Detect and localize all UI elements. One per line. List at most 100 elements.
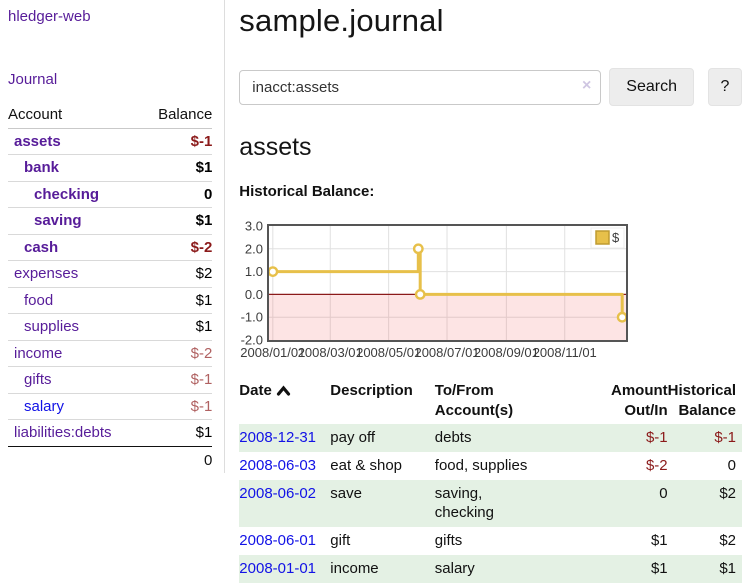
accounts-total-spacer [8, 446, 142, 473]
account-link[interactable]: cash [8, 234, 143, 261]
clear-search-icon[interactable]: × [581, 76, 592, 94]
app-brand-link[interactable]: hledger-web [8, 8, 91, 25]
account-title: assets [239, 133, 312, 161]
account-link[interactable]: assets [8, 128, 143, 155]
search-bar: × Search ? [239, 68, 742, 106]
account-balance: $-2 [142, 340, 213, 367]
transaction-balance: $2 [719, 484, 736, 502]
svg-text:2008/09/01: 2008/09/01 [474, 345, 539, 360]
register-row: 2008-06-01 gift gifts $1 $2 [239, 527, 742, 555]
transaction-amount: 0 [659, 484, 668, 502]
transaction-amount: $1 [650, 559, 668, 577]
account-link[interactable]: salary [8, 393, 143, 420]
register-header-description: Description [330, 382, 413, 399]
transaction-date-link[interactable]: 2008-06-02 [239, 484, 317, 502]
account-balance: $-2 [142, 234, 213, 261]
transaction-balance: $-1 [714, 429, 736, 446]
transaction-amount: $-2 [645, 456, 668, 474]
transaction-accounts: gifts [434, 532, 463, 550]
sidebar-item-journal[interactable]: Journal [8, 71, 58, 88]
accounts-header-balance: Balance [142, 102, 213, 129]
search-button[interactable]: Search [609, 68, 694, 106]
page-title: sample.journal [239, 3, 444, 38]
account-balance: 0 [142, 181, 213, 208]
svg-text:1.0: 1.0 [245, 264, 263, 279]
account-link[interactable]: food [8, 287, 143, 314]
account-row: cash $-2 [8, 234, 213, 261]
account-link[interactable]: liabilities:debts [8, 419, 143, 447]
transaction-date-link[interactable]: 2008-01-01 [239, 559, 317, 577]
help-button[interactable]: ? [708, 68, 742, 106]
main-content: sample.journal × Search ? assets Histori… [225, 0, 742, 583]
sort-ascending-icon [276, 382, 291, 402]
account-row: salary $-1 [8, 393, 213, 420]
transaction-amount: $-1 [645, 429, 668, 446]
account-row: bank $1 [8, 154, 213, 182]
svg-text:2008/01/01: 2008/01/01 [241, 345, 306, 360]
svg-text:2008/05/01: 2008/05/01 [356, 345, 421, 360]
search-input[interactable] [239, 69, 602, 105]
account-balance: $1 [142, 287, 213, 314]
accounts-total-value: 0 [203, 451, 213, 469]
account-link[interactable]: income [8, 340, 143, 367]
account-row: liabilities:debts $1 [8, 419, 213, 447]
svg-text:-1.0: -1.0 [241, 310, 263, 325]
accounts-header-account: Account [8, 102, 143, 129]
accounts-table-body: assets $-1 bank $1 checking 0 saving $1 cash $-2 e… [8, 128, 213, 447]
transaction-accounts: salary [434, 559, 475, 577]
account-link[interactable]: checking [8, 181, 143, 208]
account-link[interactable]: saving [8, 207, 143, 235]
transaction-balance: $1 [719, 559, 736, 577]
transaction-description: eat & shop [330, 456, 403, 474]
account-row: expenses $2 [8, 260, 213, 288]
account-link[interactable]: supplies [8, 313, 143, 341]
historical-balance-chart: $3.0 2.0 1.0 0.0 -1.0 -2.0 2008/01/01 2008/03/0… [239, 219, 742, 365]
transaction-description: gift [330, 532, 351, 550]
account-balance: $1 [142, 419, 213, 447]
svg-text:2.0: 2.0 [245, 241, 263, 256]
transaction-description: income [330, 559, 379, 577]
register-header-amount: Amount Out/In [610, 382, 668, 419]
register-header-date[interactable]: Date [239, 381, 330, 424]
transaction-balance: $2 [719, 532, 736, 550]
account-balance: $-1 [142, 393, 213, 420]
account-row: assets $-1 [8, 128, 213, 155]
accounts-table: Account Balance assets $-1 bank $1 checking 0… [8, 102, 213, 473]
account-row: saving $1 [8, 207, 213, 235]
svg-text:$: $ [612, 230, 620, 245]
transaction-accounts: food, supplies [434, 456, 528, 474]
account-link[interactable]: expenses [8, 260, 143, 288]
account-row: income $-2 [8, 340, 213, 367]
account-balance: $-1 [142, 366, 213, 394]
svg-text:2008/03/01: 2008/03/01 [298, 345, 363, 360]
account-balance: $2 [142, 260, 213, 288]
register-header-balance: Historical Balance [667, 382, 736, 419]
transaction-balance: 0 [727, 456, 736, 474]
account-row: checking 0 [8, 181, 213, 208]
chart-label: Historical Balance: [239, 183, 375, 200]
transaction-description: pay off [330, 429, 376, 446]
transaction-accounts: debts [434, 429, 472, 446]
transaction-date-link[interactable]: 2008-06-03 [239, 456, 317, 474]
account-balance: $-1 [142, 128, 213, 155]
register-row: 2008-12-31 pay off debts $-1 $-1 [239, 424, 742, 452]
account-row: gifts $-1 [8, 366, 213, 394]
search-input-wrap: × [239, 69, 602, 105]
transaction-amount: $1 [650, 532, 668, 550]
svg-text:2008/07/01: 2008/07/01 [415, 345, 480, 360]
svg-text:2008/11/01: 2008/11/01 [533, 345, 597, 360]
account-balance: $1 [142, 207, 213, 235]
account-link[interactable]: gifts [8, 366, 143, 394]
svg-text:3.0: 3.0 [245, 219, 263, 234]
register-row: 2008-01-01 income salary $1 $1 [239, 554, 742, 583]
register-header-accounts: To/From Account(s) [434, 382, 514, 419]
svg-text:0.0: 0.0 [245, 287, 263, 302]
register-row: 2008-06-02 save saving, checking 0 $2 [239, 479, 742, 528]
transaction-accounts: saving, checking [434, 484, 494, 522]
account-link[interactable]: bank [8, 154, 143, 182]
transaction-date-link[interactable]: 2008-12-31 [239, 429, 317, 446]
account-balance: $1 [142, 154, 213, 182]
transaction-date-link[interactable]: 2008-06-01 [239, 532, 317, 550]
register-table: Date Description To/From Account(s) Amou… [239, 381, 742, 583]
